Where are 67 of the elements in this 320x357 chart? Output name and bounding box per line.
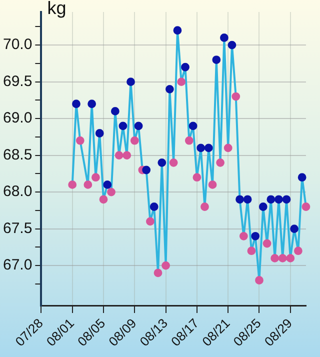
point (212, 56, 221, 64)
point (208, 180, 217, 189)
point (118, 122, 128, 130)
point (258, 202, 268, 211)
point (95, 129, 104, 138)
point (270, 254, 280, 262)
point (88, 100, 96, 108)
y-tick-label: 68.5 (2, 146, 32, 164)
point (192, 173, 202, 182)
point (146, 217, 154, 226)
point (236, 195, 244, 204)
y-tick-label: 69.5 (2, 72, 32, 90)
point (243, 195, 252, 204)
point (232, 92, 240, 101)
point (266, 195, 276, 204)
point (216, 158, 225, 167)
point (92, 173, 100, 182)
point (200, 202, 209, 211)
point (173, 26, 182, 35)
y-tick-label: 67.0 (2, 256, 32, 274)
point (103, 180, 112, 189)
point (294, 246, 302, 256)
point (278, 254, 287, 262)
point (184, 136, 194, 145)
point (204, 144, 213, 152)
point (142, 166, 151, 174)
point (169, 158, 178, 167)
point (224, 144, 232, 152)
y-tick-label: 68.0 (2, 183, 32, 200)
point (165, 84, 174, 94)
point (122, 151, 132, 160)
point (150, 202, 158, 211)
point (282, 195, 291, 204)
point (239, 232, 248, 240)
point (72, 100, 80, 108)
point (262, 239, 272, 248)
y-tick-label: 67.5 (2, 220, 32, 237)
point (177, 78, 186, 86)
point (68, 180, 77, 189)
y-axis-title: kg (47, 0, 66, 18)
point (298, 173, 306, 182)
point (134, 122, 143, 130)
point (162, 261, 170, 270)
point (290, 224, 298, 233)
point (302, 202, 310, 211)
y-tick-label: 69.0 (2, 110, 32, 127)
y-tick-label: 70.0 (2, 36, 32, 54)
point (274, 195, 283, 204)
point (286, 254, 295, 262)
point (154, 268, 162, 278)
point (255, 276, 264, 284)
point (247, 246, 256, 256)
point (251, 232, 260, 240)
point (228, 40, 236, 50)
point (76, 136, 84, 145)
point (84, 180, 92, 189)
point (181, 62, 190, 72)
point (107, 188, 116, 196)
point (220, 34, 228, 42)
point (188, 122, 198, 130)
point (114, 151, 124, 160)
point (196, 144, 206, 152)
point (99, 195, 108, 204)
point (130, 136, 139, 145)
point (110, 107, 120, 116)
point (126, 78, 135, 86)
point (158, 158, 166, 167)
